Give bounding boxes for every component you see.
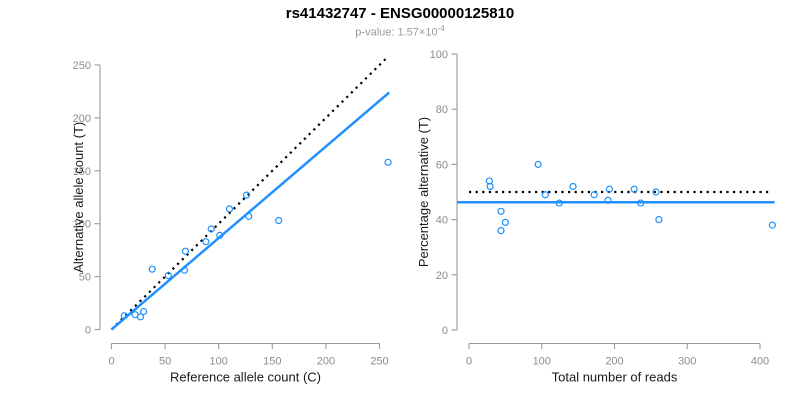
data-point [207,225,215,233]
data-points [485,160,776,235]
data-point [768,221,776,229]
y-axis-label: Percentage alternative (T) [416,117,431,267]
x-tick-label: 400 [751,356,769,368]
p-value-mantissa: 1.57×10 [397,26,438,39]
figure-title: rs41432747 - ENSG00000125810 [285,5,515,22]
allele-counts-plot: 0 50 100 150 200 250 0 50 100 150 200 250 Reference … [71,55,392,385]
data-point [216,231,224,239]
figure-subtitle: p-value: 1.57×10-4 [0,24,800,39]
data-point [497,207,505,215]
y-tick-label: 150 [73,166,91,178]
x-tick-label: 150 [263,356,281,368]
data-point [384,158,392,166]
y-tick-label: 200 [73,113,91,125]
data-point [136,313,145,321]
data-point [604,196,612,204]
data-point [541,191,549,199]
data-point [164,271,172,280]
data-points [120,158,392,321]
data-point [181,247,190,255]
data-point [120,312,128,320]
x-axis [110,342,381,349]
y-tick-label: 20 [436,270,448,282]
data-point [652,188,660,196]
y-tick-label: 250 [73,60,91,72]
data-point [140,307,148,316]
data-point [497,227,505,235]
x-axis [468,342,761,349]
x-tick-label: 100 [533,356,551,368]
data-point [555,199,563,207]
data-point [202,238,210,246]
y-tick-label: 100 [430,49,448,61]
y-tick-label: 60 [436,159,448,171]
y-tick-label: 80 [436,104,448,116]
y-axis [451,53,458,331]
data-point [630,185,638,193]
y-tick-label: 40 [436,215,448,227]
data-point [534,160,542,168]
data-point [590,191,598,199]
data-point [180,266,188,274]
data-point [501,218,509,226]
x-tick-label: 300 [678,356,696,368]
y-tick-label: 0 [442,325,448,337]
data-point [637,199,645,207]
x-tick-label: 0 [466,356,472,368]
y-axis [94,64,101,331]
x-tick-label: 100 [210,356,228,368]
regression-line [110,91,390,331]
x-tick-label: 0 [108,356,114,368]
data-point [245,212,253,220]
p-value-exponent: -4 [437,24,445,33]
percentage-alternative-plot: 0 20 40 60 80 100 0 100 200 300 400 Total number of… [416,49,776,385]
x-tick-label: 200 [317,356,335,368]
y-tick-label: 50 [79,272,91,284]
data-point [655,216,663,224]
data-point [225,205,234,213]
y-tick-label: 0 [85,325,91,337]
identity-line [110,55,389,331]
data-point [605,185,614,193]
x-tick-label: 50 [159,356,171,368]
data-point [569,182,577,191]
x-tick-label: 200 [605,356,623,368]
x-axis-label: Total number of reads [552,370,678,385]
data-point [486,182,494,191]
x-axis-label: Reference allele count (C) [170,370,321,385]
p-value-prefix: p-value: [355,26,398,39]
data-point [242,191,251,199]
data-point [148,265,156,273]
y-axis-label: Alternative allele count (T) [71,122,86,273]
y-tick-label: 100 [73,219,91,231]
x-tick-label: 250 [370,356,388,368]
data-point [275,216,283,225]
